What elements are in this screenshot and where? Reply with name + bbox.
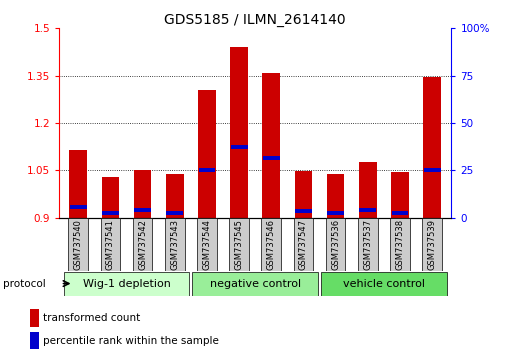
- Bar: [101, 218, 120, 271]
- Bar: [64, 272, 189, 296]
- Text: GSM737546: GSM737546: [267, 219, 276, 270]
- Bar: [199, 168, 215, 172]
- Bar: [166, 211, 183, 215]
- Text: GSM737537: GSM737537: [363, 219, 372, 270]
- Bar: [229, 218, 249, 271]
- Bar: [134, 208, 151, 212]
- Bar: [295, 209, 312, 213]
- Bar: [327, 173, 345, 218]
- Title: GDS5185 / ILMN_2614140: GDS5185 / ILMN_2614140: [164, 13, 346, 27]
- Text: GSM737547: GSM737547: [299, 219, 308, 270]
- Bar: [293, 218, 313, 271]
- Bar: [197, 218, 217, 271]
- Bar: [70, 205, 87, 209]
- Bar: [102, 177, 120, 218]
- Bar: [30, 309, 39, 327]
- Bar: [192, 272, 318, 296]
- Bar: [263, 156, 280, 160]
- Bar: [30, 332, 39, 349]
- Bar: [391, 211, 408, 215]
- Bar: [326, 218, 345, 271]
- Bar: [390, 218, 410, 271]
- Text: GSM737539: GSM737539: [428, 219, 437, 270]
- Text: GSM737541: GSM737541: [106, 219, 115, 270]
- Text: negative control: negative control: [210, 279, 301, 289]
- Bar: [230, 47, 248, 218]
- Bar: [133, 218, 152, 271]
- Text: GSM737545: GSM737545: [234, 219, 244, 270]
- Bar: [134, 170, 151, 218]
- Text: GSM737538: GSM737538: [396, 219, 404, 270]
- Bar: [424, 168, 441, 172]
- Text: protocol: protocol: [3, 279, 45, 289]
- Bar: [391, 172, 409, 218]
- Bar: [327, 211, 344, 215]
- Bar: [359, 162, 377, 218]
- Text: GSM737543: GSM737543: [170, 219, 180, 270]
- Bar: [102, 211, 119, 215]
- Bar: [358, 218, 378, 271]
- Bar: [165, 218, 185, 271]
- Text: vehicle control: vehicle control: [343, 279, 425, 289]
- Text: GSM737544: GSM737544: [203, 219, 211, 270]
- Text: percentile rank within the sample: percentile rank within the sample: [43, 336, 219, 346]
- Text: GSM737540: GSM737540: [74, 219, 83, 270]
- Bar: [262, 218, 281, 271]
- Text: GSM737542: GSM737542: [138, 219, 147, 270]
- Bar: [294, 171, 312, 218]
- Bar: [231, 145, 248, 149]
- Text: Wig-1 depletion: Wig-1 depletion: [83, 279, 170, 289]
- Text: transformed count: transformed count: [43, 313, 140, 323]
- Text: GSM737536: GSM737536: [331, 219, 340, 270]
- Bar: [198, 90, 216, 218]
- Bar: [422, 218, 442, 271]
- Bar: [360, 208, 376, 212]
- Bar: [69, 150, 87, 218]
- Bar: [263, 73, 280, 218]
- Bar: [166, 173, 184, 218]
- Bar: [423, 77, 441, 218]
- Bar: [321, 272, 447, 296]
- Bar: [68, 218, 88, 271]
